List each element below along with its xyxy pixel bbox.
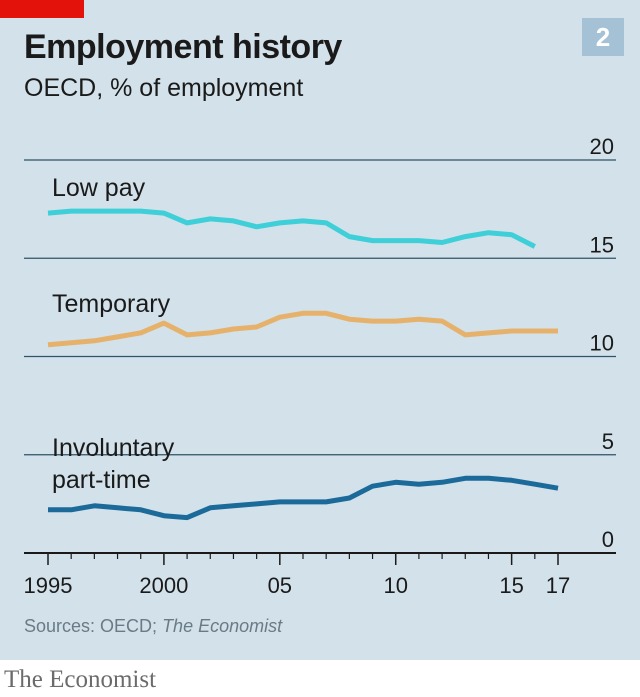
series-line-low-pay [47, 208, 536, 249]
source-text: Sources: OECD; [24, 616, 158, 636]
series-label: Temporary [52, 290, 171, 318]
series-labels: Low pay Temporary Involuntary part-time [52, 174, 175, 494]
series-label: Low pay [52, 174, 146, 202]
publication-brand: The Economist [4, 666, 157, 693]
y-tick-label: 5 [602, 429, 614, 454]
series-label: part-time [52, 466, 151, 494]
series-lines [47, 208, 559, 521]
source-publication: The Economist [162, 616, 283, 636]
y-tick-label: 0 [602, 527, 614, 552]
gridlines [24, 159, 616, 456]
y-tick-label: 15 [590, 232, 614, 257]
x-tick-label: 15 [499, 573, 523, 598]
x-tick-label: 1995 [24, 573, 73, 598]
x-tick-label: 10 [383, 573, 407, 598]
series-line-temporary [47, 310, 558, 348]
series-line-involuntary-part-time [48, 475, 559, 521]
x-tick-label: 05 [268, 573, 292, 598]
series-label: Involuntary [52, 434, 175, 462]
source-note: Sources: OECD; The Economist [24, 616, 282, 637]
y-tick-label: 20 [590, 134, 614, 159]
x-tick-label: 2000 [139, 573, 188, 598]
y-tick-label: 10 [590, 331, 614, 356]
x-tick-label: 17 [546, 573, 570, 598]
brand-red-tag [0, 0, 84, 18]
chart-number-badge: 2 [582, 18, 624, 56]
chart-title: Employment history [24, 28, 342, 66]
chart-subtitle: OECD, % of employment [24, 74, 304, 102]
